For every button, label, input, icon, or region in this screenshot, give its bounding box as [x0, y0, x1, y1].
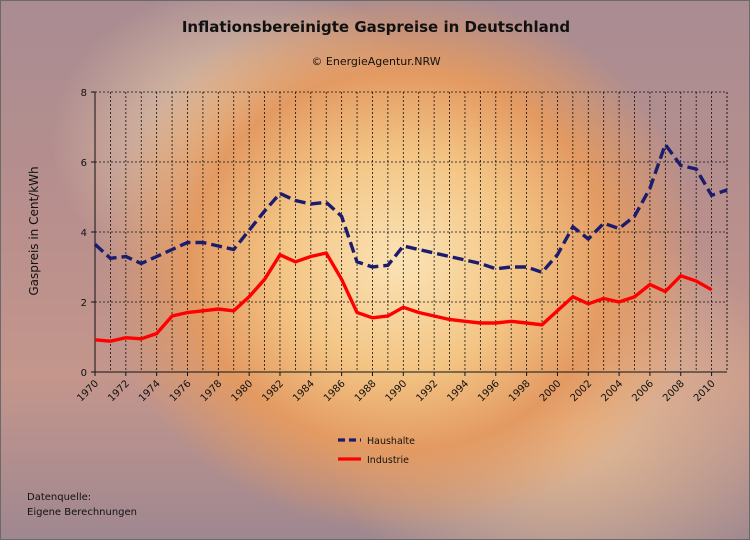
x-tick-label: 1970	[75, 378, 101, 404]
x-tick-label: 1982	[260, 378, 286, 404]
x-tick-label: 1990	[384, 378, 410, 404]
y-tick-label: 4	[81, 228, 87, 239]
x-tick-label: 2010	[692, 378, 718, 404]
x-tick-label: 1976	[168, 378, 194, 404]
x-tick-label: 1988	[353, 378, 379, 404]
series-line-industrie	[94, 251, 713, 343]
x-tick-label: 2000	[538, 378, 564, 404]
x-tick-label: 1994	[445, 378, 471, 404]
x-tick-label: 1978	[199, 378, 225, 404]
x-tick-label: 2004	[599, 378, 625, 404]
y-axis-label: Gaspreis in Cent/kWh	[27, 166, 41, 295]
chart-subtitle: © EnergieAgentur.NRW	[311, 55, 440, 68]
legend-industrie-label: Industrie	[367, 455, 409, 466]
data-source-note: Datenquelle: Eigene Berechnungen	[27, 490, 137, 520]
y-tick-label: 6	[81, 158, 87, 169]
x-tick-label: 1986	[322, 378, 348, 404]
legend-haushalte-label: Haushalte	[367, 436, 415, 447]
y-axis-ticks: 0 2 4 6 8	[81, 88, 95, 379]
x-tick-label: 1984	[291, 378, 317, 404]
legend: Haushalte Industrie	[338, 436, 415, 466]
chart-title: Inflationsbereinigte Gaspreise in Deutsc…	[182, 18, 570, 36]
x-tick-label: 1992	[414, 378, 440, 404]
x-axis-ticks: 1970 1972 1974 1976 1978 1980 1982 1984 1986 1988…	[75, 372, 718, 404]
chart-grid	[94, 91, 728, 373]
x-tick-label: 2002	[569, 378, 595, 404]
x-tick-label: 2008	[661, 378, 687, 404]
y-tick-label: 2	[81, 298, 87, 309]
y-tick-label: 8	[81, 88, 87, 99]
series-lines	[93, 140, 728, 343]
x-tick-label: 1996	[476, 378, 502, 404]
x-tick-label: 1980	[229, 378, 255, 404]
y-tick-label: 0	[81, 368, 87, 379]
source-line-1: Datenquelle:	[27, 492, 92, 503]
x-tick-label: 1972	[106, 378, 132, 404]
series-line-haushalte	[93, 140, 728, 275]
source-line-2: Eigene Berechnungen	[27, 507, 138, 518]
x-tick-label: 1998	[507, 378, 533, 404]
x-tick-label: 1974	[137, 378, 163, 404]
x-tick-label: 2006	[630, 378, 656, 404]
